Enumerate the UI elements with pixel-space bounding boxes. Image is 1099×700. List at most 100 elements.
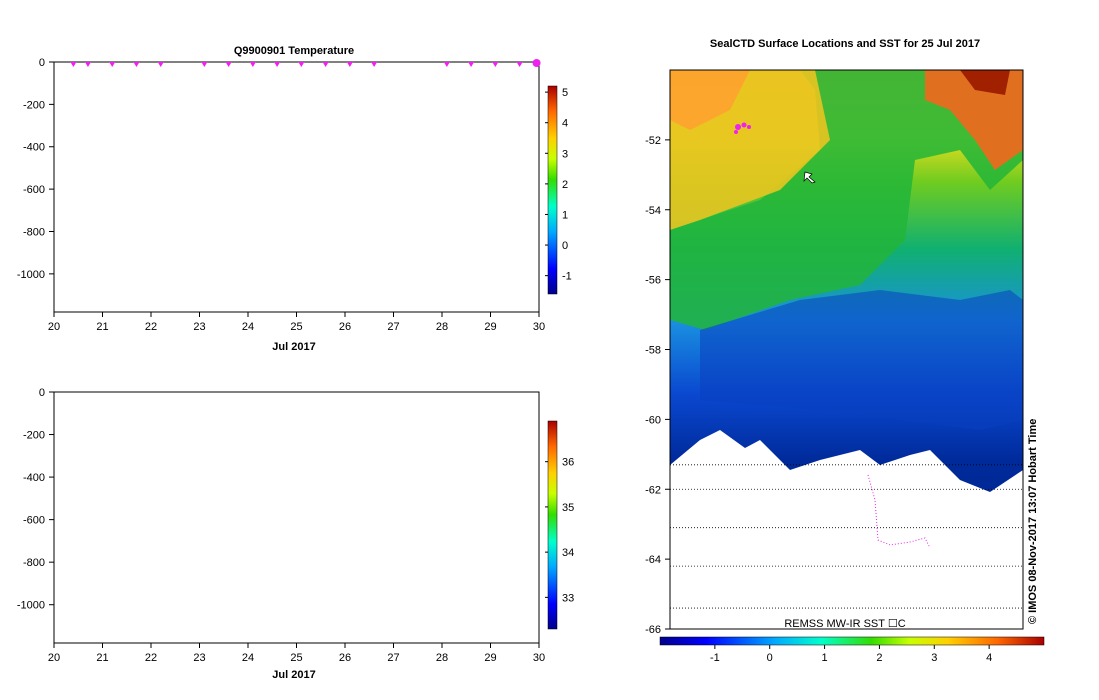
profile-marker — [492, 62, 499, 67]
y-tick-label: -600 — [23, 515, 45, 527]
map-y-tick-label: -62 — [645, 484, 661, 496]
sst-celsius-tick-label: 1 — [822, 652, 828, 664]
profile-marker — [201, 62, 208, 67]
seal-track — [867, 474, 931, 549]
colorbar-tick-label: 4 — [562, 118, 568, 130]
y-tick-label: -200 — [23, 430, 45, 442]
profile-marker — [274, 62, 281, 67]
map-y-tick-label: -60 — [645, 414, 661, 426]
x-tick-label: 24 — [242, 652, 254, 664]
x-tick-label: 30 — [533, 321, 545, 333]
profile-marker — [84, 62, 91, 67]
colorbar-tick-label: 35 — [562, 502, 574, 514]
profile-marker — [225, 62, 232, 67]
x-tick-label: 28 — [436, 321, 448, 333]
x-tick-label: 29 — [484, 652, 496, 664]
sst-colorbar-ticks: -101234667072747678808284 — [710, 645, 992, 664]
x-tick-label: 23 — [193, 321, 205, 333]
colorbar-tick-label: 1 — [562, 209, 568, 221]
seal-position-point — [734, 130, 738, 134]
x-tick-label: 27 — [387, 321, 399, 333]
map-y-tick-label: -56 — [645, 275, 661, 287]
sst-source-label: REMSS MW-IR SST ☐C — [784, 618, 905, 630]
x-tick-label: 28 — [436, 652, 448, 664]
sst-celsius-tick-label: 2 — [876, 652, 882, 664]
profile-marker — [346, 62, 353, 67]
x-tick-label: 24 — [242, 321, 254, 333]
profile-marker — [70, 62, 77, 67]
imos-side-label: © IMOS 08-Nov-2017 13:07 Hobart Time — [1027, 419, 1039, 624]
x-tick-label: 22 — [145, 652, 157, 664]
seal-positions — [734, 122, 751, 134]
profile-marker — [109, 62, 116, 67]
y-tick-label: -400 — [23, 472, 45, 484]
profile-marker — [298, 62, 305, 67]
seal-position-point — [741, 122, 747, 128]
x-tick-label: 27 — [387, 652, 399, 664]
sst-celsius-tick-label: 4 — [986, 652, 992, 664]
y-tick-label: -1000 — [17, 269, 45, 281]
colorbar-tick-label: 34 — [562, 547, 574, 559]
sst-celsius-tick-label: 0 — [767, 652, 773, 664]
temperature-colorbar-ticks: -1 0 1 2 3 4 5 — [545, 87, 572, 283]
profile-marker — [443, 62, 450, 67]
seal-position-point — [747, 125, 751, 129]
y-tick-label: -800 — [23, 557, 45, 569]
x-tick-label: 25 — [290, 321, 302, 333]
x-tick-label: 25 — [290, 652, 302, 664]
y-tick-label: -400 — [23, 142, 45, 154]
x-tick-label: 23 — [193, 652, 205, 664]
map-y-tick-label: -66 — [645, 624, 661, 636]
salinity-y-axis: 0 -200 -400 -600 -800 -1000 — [17, 387, 54, 612]
x-tick-label: 20 — [48, 652, 60, 664]
colorbar-tick-label: 5 — [562, 87, 568, 99]
sst-warm-northeast — [925, 70, 1023, 170]
x-tick-label: 30 — [533, 652, 545, 664]
sst-colorbar — [659, 636, 1045, 646]
salinity-colorbar — [547, 420, 558, 630]
profile-marker — [322, 62, 329, 67]
x-tick-label: 26 — [339, 652, 351, 664]
sst-map-panel: SealCTD Surface Locations and SST for 25… — [645, 38, 1045, 664]
colorbar-tick-label: 3 — [562, 148, 568, 160]
profile-marker — [157, 62, 164, 67]
temperature-title: Q9900901 Temperature — [234, 45, 354, 57]
sst-celsius-tick-label: 3 — [931, 652, 937, 664]
salinity-panel: 0-200-400-600-800-1000 20 21 22 23 24 25 26 27 2… — [17, 387, 574, 681]
y-tick-label: -600 — [23, 184, 45, 196]
profile-marker — [516, 62, 523, 67]
mouse-cursor-icon — [803, 171, 816, 184]
map-y-tick-label: -54 — [645, 205, 661, 217]
profile-marker — [133, 62, 140, 67]
y-tick-label: -200 — [23, 99, 45, 111]
sst-warmest-west — [670, 70, 750, 130]
salinity-xlabel: Jul 2017 — [272, 669, 315, 681]
colorbar-tick-label: 33 — [562, 592, 574, 604]
temperature-xlabel: Jul 2017 — [272, 341, 315, 353]
x-tick-label: 22 — [145, 321, 157, 333]
colorbar-tick-label: -1 — [562, 271, 572, 283]
salinity-axes-frame — [53, 391, 540, 644]
sst-cold-band — [700, 290, 1023, 430]
map-y-tick-label: -58 — [645, 345, 661, 357]
salinity-colorbar-ticks: 33 34 35 36 — [545, 457, 574, 604]
x-tick-label: 21 — [96, 321, 108, 333]
temperature-colorbar — [547, 85, 558, 295]
temperature-axes-frame — [53, 61, 540, 313]
sst-field — [670, 70, 1023, 629]
colorbar-tick-label: 0 — [562, 240, 568, 252]
latitude-gridlines — [670, 464, 1023, 609]
sst-celsius-tick-label: -1 — [710, 652, 720, 664]
x-tick-label: 29 — [484, 321, 496, 333]
profile-marker — [468, 62, 475, 67]
x-tick-label: 20 — [48, 321, 60, 333]
map-y-axis: -52 -54 -56 -58 -60 -62 -64 -66 — [645, 135, 670, 636]
x-tick-label: 26 — [339, 321, 351, 333]
map-y-tick-label: -52 — [645, 135, 661, 147]
map-y-tick-label: -64 — [645, 554, 661, 566]
profile-markers — [70, 59, 541, 67]
x-tick-label: 21 — [96, 652, 108, 664]
y-tick-label: -800 — [23, 226, 45, 238]
profile-marker — [371, 62, 378, 67]
y-tick-label: -1000 — [17, 600, 45, 612]
